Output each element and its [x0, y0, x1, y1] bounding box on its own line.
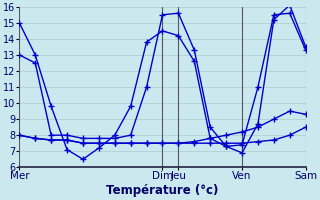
X-axis label: Température (°c): Température (°c) [106, 184, 219, 197]
